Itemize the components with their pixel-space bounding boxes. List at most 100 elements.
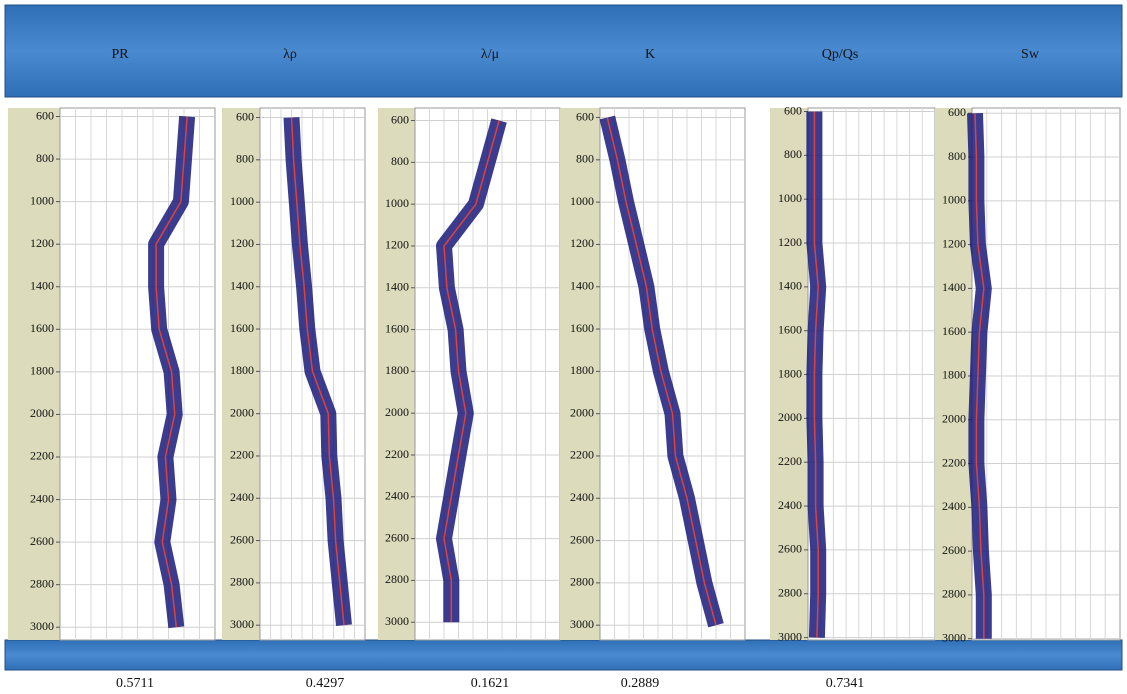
correlation-value: 0.2889	[621, 676, 660, 691]
y-tick-label: 2600	[942, 543, 966, 557]
y-tick-label: 2000	[778, 410, 802, 424]
y-tick-label: 2000	[570, 405, 594, 419]
track-title: λ/μ	[481, 47, 499, 62]
log-trend	[813, 111, 819, 638]
track-title: λρ	[283, 47, 297, 62]
y-tick-label: 2800	[778, 585, 802, 599]
axis-strip	[8, 108, 60, 640]
axis-strip	[222, 108, 260, 640]
y-tick-label: 800	[784, 147, 802, 161]
y-tick-label: 2400	[30, 491, 54, 505]
axis-strip	[935, 108, 972, 640]
track-title: Sw	[1021, 47, 1040, 62]
y-tick-label: 1200	[778, 235, 802, 249]
y-tick-label: 1200	[30, 236, 54, 250]
y-tick-label: 1400	[30, 279, 54, 293]
y-tick-label: 3000	[570, 617, 594, 631]
y-tick-label: 600	[784, 103, 802, 117]
y-tick-label: 2200	[30, 449, 54, 463]
y-tick-label: 800	[576, 152, 594, 166]
y-tick-label: 1000	[942, 193, 966, 207]
y-tick-label: 1600	[778, 322, 802, 336]
y-tick-label: 2000	[942, 412, 966, 426]
y-tick-label: 1600	[230, 321, 254, 335]
y-tick-label: 2400	[230, 490, 254, 504]
y-tick-label: 2800	[230, 575, 254, 589]
y-tick-label: 2600	[385, 530, 409, 544]
track-title: K	[645, 47, 655, 62]
y-tick-label: 2200	[942, 455, 966, 469]
y-tick-label: 600	[576, 109, 594, 123]
y-tick-label: 600	[391, 112, 409, 126]
log-trend	[290, 117, 345, 626]
y-tick-label: 1600	[942, 324, 966, 338]
y-tick-label: 3000	[778, 629, 802, 643]
y-tick-label: 2000	[385, 405, 409, 419]
y-tick-label: 600	[236, 109, 254, 123]
y-tick-label: 800	[236, 152, 254, 166]
axis-strip	[770, 108, 808, 640]
correlation-value: 0.1621	[471, 676, 510, 691]
y-tick-label: 1800	[230, 363, 254, 377]
y-tick-label: 1000	[385, 196, 409, 210]
y-tick-label: 2800	[30, 576, 54, 590]
y-tick-label: 1600	[30, 321, 54, 335]
y-tick-label: 1200	[230, 236, 254, 250]
track-title: PR	[111, 47, 129, 62]
y-tick-label: 1800	[570, 363, 594, 377]
y-tick-label: 1600	[570, 321, 594, 335]
y-tick-label: 2000	[30, 406, 54, 420]
y-tick-label: 1000	[230, 194, 254, 208]
y-tick-label: 2400	[385, 489, 409, 503]
y-tick-label: 800	[948, 149, 966, 163]
y-tick-label: 2600	[30, 534, 54, 548]
y-tick-label: 2800	[942, 587, 966, 601]
y-tick-label: 600	[36, 108, 54, 122]
y-tick-label: 1000	[778, 191, 802, 205]
y-tick-label: 2200	[570, 448, 594, 462]
header-band	[4, 4, 1123, 98]
y-tick-label: 2200	[778, 454, 802, 468]
footer-band	[4, 639, 1123, 671]
y-tick-label: 2400	[942, 499, 966, 513]
log-trend	[606, 117, 717, 626]
log-trend	[974, 113, 985, 639]
y-tick-label: 1400	[570, 278, 594, 292]
y-tick-label: 3000	[230, 617, 254, 631]
y-tick-label: 1600	[385, 321, 409, 335]
axis-strip	[560, 108, 600, 640]
y-tick-label: 1800	[385, 363, 409, 377]
y-tick-label: 2000	[230, 405, 254, 419]
y-tick-label: 1200	[385, 238, 409, 252]
y-tick-label: 1400	[942, 280, 966, 294]
y-tick-label: 1000	[570, 194, 594, 208]
y-tick-label: 3000	[385, 614, 409, 628]
correlation-value: 0.4297	[306, 676, 345, 691]
y-tick-label: 3000	[942, 630, 966, 644]
y-tick-label: 1400	[778, 279, 802, 293]
y-tick-label: 1400	[385, 280, 409, 294]
y-tick-label: 1400	[230, 278, 254, 292]
y-tick-label: 1200	[570, 236, 594, 250]
y-tick-label: 2400	[570, 490, 594, 504]
y-tick-label: 2800	[385, 572, 409, 586]
y-tick-label: 2200	[385, 447, 409, 461]
y-tick-label: 1200	[942, 236, 966, 250]
log-trend	[155, 116, 188, 628]
y-tick-label: 2600	[778, 542, 802, 556]
y-tick-label: 2200	[230, 448, 254, 462]
y-tick-label: 1800	[30, 364, 54, 378]
correlation-value: 0.7341	[826, 676, 865, 691]
y-tick-label: 2400	[778, 498, 802, 512]
track-title: Qp/Qs	[822, 47, 859, 62]
y-tick-label: 1000	[30, 193, 54, 207]
correlation-value: 0.5711	[116, 676, 154, 691]
y-tick-label: 1800	[942, 368, 966, 382]
y-tick-label: 800	[391, 154, 409, 168]
log-trend	[443, 120, 500, 623]
y-tick-label: 3000	[30, 619, 54, 633]
y-tick-label: 2800	[570, 575, 594, 589]
y-tick-label: 2600	[570, 532, 594, 546]
y-tick-label: 1800	[778, 366, 802, 380]
